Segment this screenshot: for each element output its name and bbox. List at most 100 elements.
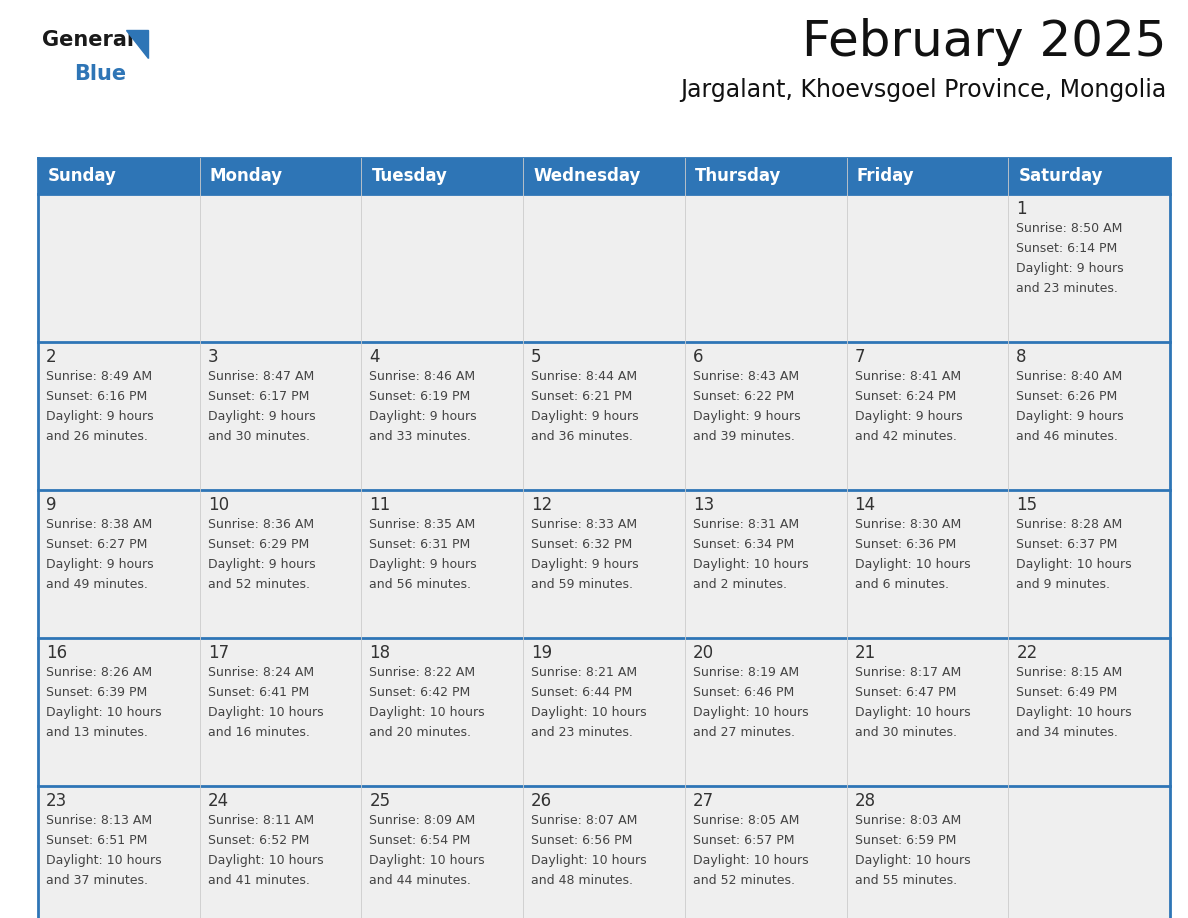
Text: Sunrise: 8:03 AM: Sunrise: 8:03 AM (854, 814, 961, 827)
Text: Daylight: 9 hours: Daylight: 9 hours (208, 558, 315, 571)
Text: 17: 17 (208, 644, 229, 662)
Text: and 23 minutes.: and 23 minutes. (1016, 282, 1118, 295)
Text: 10: 10 (208, 496, 229, 514)
Bar (361, 786, 523, 918)
Text: Jargalant, Khoevsgoel Province, Mongolia: Jargalant, Khoevsgoel Province, Mongolia (680, 78, 1165, 102)
Text: Sunrise: 8:50 AM: Sunrise: 8:50 AM (1016, 222, 1123, 235)
Text: Daylight: 10 hours: Daylight: 10 hours (208, 854, 323, 867)
Text: Sunset: 6:52 PM: Sunset: 6:52 PM (208, 834, 309, 847)
Text: Sunset: 6:47 PM: Sunset: 6:47 PM (854, 686, 956, 699)
Text: and 36 minutes.: and 36 minutes. (531, 430, 633, 443)
Text: 14: 14 (854, 496, 876, 514)
Text: Sunset: 6:49 PM: Sunset: 6:49 PM (1016, 686, 1118, 699)
Text: Sunset: 6:29 PM: Sunset: 6:29 PM (208, 538, 309, 551)
Text: Sunrise: 8:36 AM: Sunrise: 8:36 AM (208, 518, 314, 531)
Bar (684, 158, 847, 194)
Text: Sunrise: 8:07 AM: Sunrise: 8:07 AM (531, 814, 638, 827)
Text: Wednesday: Wednesday (533, 167, 640, 185)
Text: Sunrise: 8:43 AM: Sunrise: 8:43 AM (693, 370, 800, 383)
Text: 13: 13 (693, 496, 714, 514)
Bar (684, 786, 847, 918)
Text: Sunset: 6:22 PM: Sunset: 6:22 PM (693, 390, 794, 403)
Text: Sunset: 6:27 PM: Sunset: 6:27 PM (46, 538, 147, 551)
Bar (38, 490, 200, 638)
Text: 27: 27 (693, 792, 714, 810)
Bar (523, 158, 684, 194)
Text: 16: 16 (46, 644, 68, 662)
Text: Sunset: 6:17 PM: Sunset: 6:17 PM (208, 390, 309, 403)
Text: Sunrise: 8:31 AM: Sunrise: 8:31 AM (693, 518, 800, 531)
Text: Daylight: 10 hours: Daylight: 10 hours (46, 706, 162, 719)
Text: 25: 25 (369, 792, 391, 810)
Text: and 9 minutes.: and 9 minutes. (1016, 578, 1111, 591)
Text: 12: 12 (531, 496, 552, 514)
Text: Daylight: 10 hours: Daylight: 10 hours (208, 706, 323, 719)
Bar (200, 638, 361, 786)
Text: and 26 minutes.: and 26 minutes. (46, 430, 147, 443)
Text: 24: 24 (208, 792, 229, 810)
Text: and 49 minutes.: and 49 minutes. (46, 578, 147, 591)
Bar (684, 490, 847, 638)
Text: Sunrise: 8:19 AM: Sunrise: 8:19 AM (693, 666, 800, 679)
Bar (361, 638, 523, 786)
Text: Sunset: 6:46 PM: Sunset: 6:46 PM (693, 686, 794, 699)
Text: Sunday: Sunday (48, 167, 116, 185)
Bar (361, 342, 523, 490)
Text: Sunrise: 8:24 AM: Sunrise: 8:24 AM (208, 666, 314, 679)
Text: February 2025: February 2025 (802, 18, 1165, 66)
Bar (847, 786, 1009, 918)
Text: Sunrise: 8:33 AM: Sunrise: 8:33 AM (531, 518, 637, 531)
Text: Daylight: 9 hours: Daylight: 9 hours (369, 410, 478, 423)
Bar (523, 194, 684, 342)
Text: and 46 minutes.: and 46 minutes. (1016, 430, 1118, 443)
Text: 21: 21 (854, 644, 876, 662)
Text: Monday: Monday (210, 167, 283, 185)
Text: 22: 22 (1016, 644, 1037, 662)
Text: and 44 minutes.: and 44 minutes. (369, 874, 472, 887)
Text: and 59 minutes.: and 59 minutes. (531, 578, 633, 591)
Text: 3: 3 (208, 348, 219, 366)
Bar (1009, 158, 1170, 194)
Text: and 39 minutes.: and 39 minutes. (693, 430, 795, 443)
Bar (684, 342, 847, 490)
Text: Sunrise: 8:13 AM: Sunrise: 8:13 AM (46, 814, 152, 827)
Text: 1: 1 (1016, 200, 1026, 218)
Text: Sunrise: 8:26 AM: Sunrise: 8:26 AM (46, 666, 152, 679)
Text: and 42 minutes.: and 42 minutes. (854, 430, 956, 443)
Text: Sunrise: 8:28 AM: Sunrise: 8:28 AM (1016, 518, 1123, 531)
Text: 20: 20 (693, 644, 714, 662)
Text: Sunrise: 8:46 AM: Sunrise: 8:46 AM (369, 370, 475, 383)
Text: Tuesday: Tuesday (372, 167, 448, 185)
Text: Daylight: 10 hours: Daylight: 10 hours (369, 706, 485, 719)
Text: Sunset: 6:57 PM: Sunset: 6:57 PM (693, 834, 795, 847)
Text: and 2 minutes.: and 2 minutes. (693, 578, 786, 591)
Text: 28: 28 (854, 792, 876, 810)
Text: 26: 26 (531, 792, 552, 810)
Polygon shape (126, 30, 148, 58)
Text: and 55 minutes.: and 55 minutes. (854, 874, 956, 887)
Text: Sunset: 6:16 PM: Sunset: 6:16 PM (46, 390, 147, 403)
Text: and 48 minutes.: and 48 minutes. (531, 874, 633, 887)
Text: Thursday: Thursday (695, 167, 782, 185)
Text: Sunrise: 8:38 AM: Sunrise: 8:38 AM (46, 518, 152, 531)
Bar (847, 158, 1009, 194)
Text: Sunrise: 8:40 AM: Sunrise: 8:40 AM (1016, 370, 1123, 383)
Bar (1009, 194, 1170, 342)
Bar (1009, 342, 1170, 490)
Text: Daylight: 10 hours: Daylight: 10 hours (1016, 706, 1132, 719)
Text: Sunset: 6:34 PM: Sunset: 6:34 PM (693, 538, 794, 551)
Text: Daylight: 9 hours: Daylight: 9 hours (854, 410, 962, 423)
Text: Daylight: 10 hours: Daylight: 10 hours (854, 854, 971, 867)
Bar (361, 194, 523, 342)
Bar (1009, 490, 1170, 638)
Text: Daylight: 10 hours: Daylight: 10 hours (693, 706, 809, 719)
Text: Sunset: 6:31 PM: Sunset: 6:31 PM (369, 538, 470, 551)
Text: Daylight: 9 hours: Daylight: 9 hours (693, 410, 801, 423)
Text: and 20 minutes.: and 20 minutes. (369, 726, 472, 739)
Text: 15: 15 (1016, 496, 1037, 514)
Text: Daylight: 9 hours: Daylight: 9 hours (46, 410, 153, 423)
Text: Daylight: 10 hours: Daylight: 10 hours (369, 854, 485, 867)
Bar (684, 194, 847, 342)
Text: Daylight: 10 hours: Daylight: 10 hours (693, 558, 809, 571)
Bar (847, 490, 1009, 638)
